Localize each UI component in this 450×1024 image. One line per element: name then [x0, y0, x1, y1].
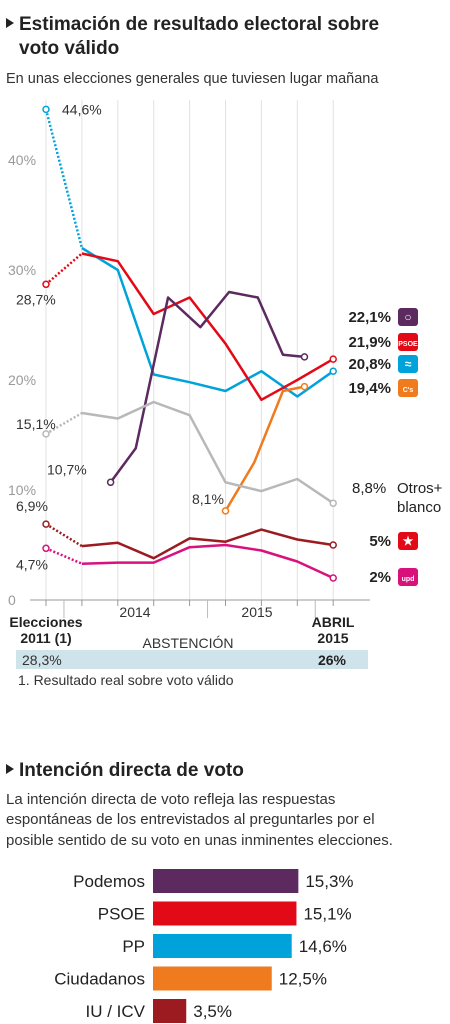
bar — [153, 901, 297, 926]
abstention-start-value: 28,3% — [22, 652, 62, 668]
series-line-ciudadanos — [224, 385, 305, 512]
chart-title: Estimación de resultado electoral sobre — [6, 14, 379, 36]
series-end-label: 21,9% — [348, 334, 391, 351]
series-start-marker — [42, 105, 50, 114]
series-start-marker — [42, 430, 50, 438]
series-end-label: 5% — [369, 533, 391, 550]
y-tick-label: 30% — [8, 262, 36, 278]
title-triangle-icon — [6, 764, 14, 774]
bar — [153, 999, 187, 1023]
section2-title-text: Intención directa de voto — [19, 760, 244, 781]
series-line-iu — [81, 528, 334, 560]
series-start-marker — [106, 478, 115, 487]
y-tick-label: 40% — [8, 152, 36, 168]
series-dotted-pp — [44, 109, 84, 249]
series-end-marker — [300, 382, 309, 391]
series-end-marker — [329, 499, 337, 507]
series-start-label: 10,7% — [47, 461, 87, 477]
series-end-marker — [329, 367, 337, 375]
x-label-end-line2: 2015 — [317, 630, 348, 646]
y-tick-label: 0 — [8, 592, 16, 608]
series-start-label: 44,6% — [62, 101, 102, 117]
series-start-marker — [42, 544, 50, 553]
chart-subtitle: En unas elecciones generales que tuviese… — [6, 71, 379, 87]
x-label-2015: 2015 — [241, 604, 272, 620]
iu-logo-icon: ★ — [398, 532, 418, 550]
series-start-label: 6,9% — [16, 498, 48, 514]
title-triangle-icon — [6, 18, 14, 28]
bar-chart: Podemos 15,3% PSOE 15,1% PP 14,6% Ciudadanos 12… — [54, 869, 354, 1023]
svg-text:PSOE: PSOE — [398, 341, 418, 348]
series-line-pp — [81, 246, 334, 398]
footnote: 1. Resultado real sobre voto válido — [18, 672, 234, 688]
series-start-label: 8,1% — [192, 491, 224, 507]
series-start-label: 15,1% — [16, 416, 56, 432]
series-end-name-line1: Otros+ — [397, 480, 443, 497]
pp-logo-icon: ≈ — [398, 355, 418, 373]
bar-value-label: 15,1% — [303, 905, 351, 924]
svg-text:≈: ≈ — [405, 357, 412, 371]
psoe-logo-icon: PSOE — [398, 333, 418, 351]
section2-text-line1: La intención directa de voto refleja las… — [6, 791, 336, 808]
series-dotted-iu — [45, 523, 83, 548]
bar — [153, 934, 292, 958]
series-end-label: 20,8% — [348, 356, 391, 373]
x-label-end-line1: ABRIL — [312, 614, 355, 630]
podemos-logo-icon: ○ — [398, 308, 418, 326]
series-dotted-upyd — [45, 547, 83, 565]
series-start-label: 4,7% — [16, 556, 48, 572]
bar-category-label: Ciudadanos — [54, 970, 145, 989]
abstention-band — [16, 650, 368, 669]
series-end-label: 8,8% — [352, 480, 386, 497]
series-dotted-psoe — [45, 252, 83, 286]
bar-category-label: IU / ICV — [85, 1002, 145, 1021]
svg-text:○: ○ — [404, 310, 411, 324]
bar-value-label: 14,6% — [299, 937, 347, 956]
chart-title-line2: voto válido — [19, 38, 120, 59]
upyd-logo-icon: upd — [398, 568, 418, 586]
series-end-marker — [300, 353, 309, 361]
series-start-marker — [42, 520, 50, 528]
y-tick-label: 20% — [8, 372, 36, 388]
series-end-marker — [329, 574, 337, 582]
section2-title: Intención directa de voto — [6, 760, 244, 782]
series-line-otros-blanco — [81, 400, 334, 505]
x-label-start-line2: 2011 (1) — [20, 630, 71, 646]
svg-text:upd: upd — [402, 576, 415, 583]
bar-value-label: 12,5% — [279, 970, 327, 989]
series-start-marker — [42, 280, 50, 289]
section2-text-line2: espontáneas de los entrevistados al preg… — [6, 811, 375, 828]
series-line-psoe — [81, 252, 334, 402]
series-end-marker — [329, 541, 337, 549]
series-start-label: 28,7% — [16, 291, 56, 307]
series-end-marker — [329, 355, 337, 363]
series-line-podemos — [109, 290, 305, 484]
x-label-2014: 2014 — [119, 604, 150, 620]
bar-category-label: PSOE — [98, 905, 145, 924]
section2-text-line3: posible sentido de su voto en unas inmin… — [6, 832, 393, 849]
ciudadanos-logo-icon: C's — [398, 379, 418, 397]
abstention-end-value: 26% — [318, 652, 347, 668]
bar-value-label: 3,5% — [193, 1002, 232, 1021]
y-tick-label: 10% — [8, 482, 36, 498]
svg-text:C's: C's — [403, 387, 414, 394]
bar — [153, 869, 299, 893]
line-chart: 0 10% 20% 30% 40% 44,6% 28,7% 10,7% 8,1% 15,1% 6,… — [8, 100, 443, 669]
series-end-label: 22,1% — [348, 309, 391, 326]
bar-category-label: PP — [122, 937, 145, 956]
chart-title-line1: Estimación de resultado electoral sobre — [19, 14, 380, 35]
abstention-label: ABSTENCIÓN — [142, 635, 233, 651]
bar-category-label: Podemos — [73, 872, 145, 891]
series-end-label: 19,4% — [348, 380, 391, 397]
x-label-start-line1: Elecciones — [9, 614, 82, 630]
bar — [153, 966, 272, 991]
series-end-label: 2% — [369, 569, 391, 586]
series-end-name-line2: blanco — [397, 499, 441, 516]
svg-text:★: ★ — [403, 534, 414, 548]
series-start-marker — [221, 507, 230, 515]
bar-value-label: 15,3% — [305, 872, 353, 891]
series-line-upyd — [81, 543, 334, 580]
series-dotted-otros-blanco — [45, 411, 83, 435]
